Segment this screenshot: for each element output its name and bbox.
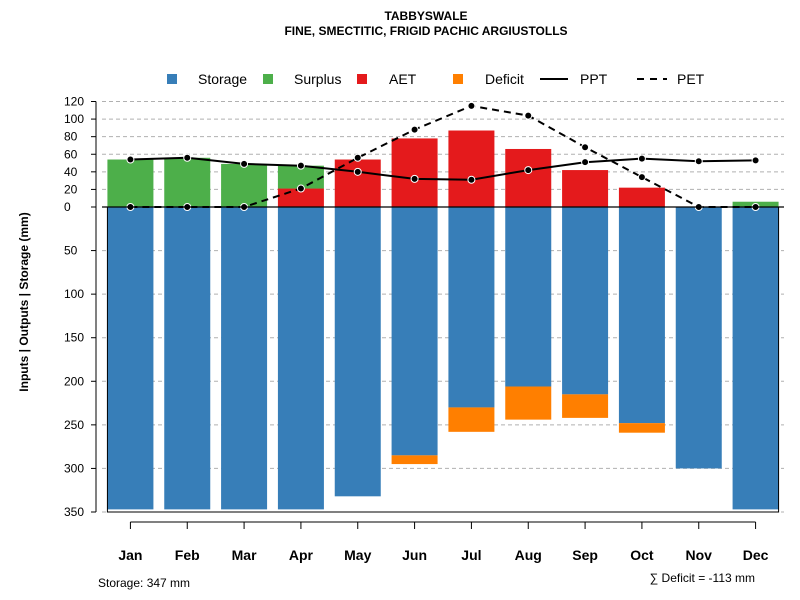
ppt-point — [581, 158, 590, 167]
deficit-bar — [562, 394, 609, 418]
ppt-point — [296, 161, 305, 170]
deficit-bar — [391, 455, 438, 465]
x-tick-label: May — [344, 547, 371, 563]
x-tick-label: Jun — [402, 547, 427, 563]
storage-bar — [277, 207, 324, 510]
ppt-point — [467, 175, 476, 184]
storage-bar — [448, 207, 495, 408]
deficit-bar — [618, 423, 665, 433]
x-tick-label: Jan — [118, 547, 142, 563]
ppt-point — [240, 159, 249, 168]
ppt-point — [126, 155, 135, 164]
x-tick-label: Oct — [630, 547, 654, 563]
y-tick-label: 80 — [64, 130, 78, 144]
aet-bar — [391, 138, 438, 207]
legend-label-surplus: Surplus — [294, 71, 341, 87]
legend-label-storage: Storage — [198, 71, 247, 87]
deficit-bar — [505, 386, 552, 420]
storage-bar — [505, 207, 552, 387]
legend-swatch-deficit — [453, 74, 463, 84]
surplus-bar — [221, 163, 268, 207]
y-tick-label: 250 — [64, 418, 84, 432]
x-tick-label: Apr — [289, 547, 314, 563]
storage-footnote: Storage: 347 mm — [98, 576, 190, 590]
ppt-line — [130, 156, 756, 181]
pet-point — [410, 125, 419, 134]
aet-bar — [505, 148, 552, 207]
pet-point — [467, 101, 476, 110]
x-tick-label: Aug — [515, 547, 542, 563]
surplus-bar — [164, 157, 211, 207]
ppt-point — [353, 167, 362, 176]
y-tick-label: 120 — [64, 95, 84, 109]
ppt-point — [183, 153, 192, 162]
aet-bar — [562, 170, 609, 207]
storage-bar — [562, 207, 609, 395]
legend-label-ppt: PPT — [580, 71, 608, 87]
storage-bar — [164, 207, 211, 510]
legend-label-pet: PET — [677, 71, 705, 87]
ppt-point — [524, 166, 533, 175]
pet-point — [524, 111, 533, 120]
surplus-bar — [107, 159, 154, 207]
chart-subtitle: FINE, SMECTITIC, FRIGID PACHIC ARGIUSTOL… — [284, 24, 567, 38]
y-tick-label: 60 — [64, 147, 78, 161]
ppt-point — [694, 157, 703, 166]
y-tick-label: 0 — [64, 200, 71, 214]
storage-bar — [221, 207, 268, 510]
storage-bar — [107, 207, 154, 510]
y-tick-label: 40 — [64, 165, 78, 179]
y-tick-label: 350 — [64, 505, 84, 519]
y-tick-label: 100 — [64, 287, 84, 301]
ppt-point — [751, 156, 760, 165]
storage-bar — [618, 207, 665, 424]
legend-swatch-surplus — [263, 74, 273, 84]
aet-bar — [334, 159, 381, 207]
x-tick-label: Sep — [572, 547, 598, 563]
y-axis-label: Inputs | Outputs | Storage (mm) — [17, 212, 31, 391]
storage-bar — [334, 207, 381, 497]
bars — [107, 130, 779, 510]
y-tick-label: 20 — [64, 182, 78, 196]
storage-bar — [391, 207, 438, 456]
ppt-point — [637, 154, 646, 163]
pet-point — [637, 173, 646, 182]
deficit-bar — [448, 407, 495, 432]
x-tick-label: Feb — [175, 547, 200, 563]
legend-label-aet: AET — [389, 71, 417, 87]
lines — [130, 104, 756, 208]
pet-point — [353, 153, 362, 162]
y-tick-label: 50 — [64, 244, 78, 258]
legend-label-deficit: Deficit — [485, 71, 524, 87]
chart-title: TABBYSWALE — [384, 9, 467, 23]
deficit-footnote: ∑ Deficit = -113 mm — [650, 571, 755, 585]
legend: Storage Surplus AET Deficit PPT PET — [167, 71, 705, 87]
storage-bar — [732, 207, 779, 510]
legend-swatch-storage — [167, 74, 177, 84]
x-tick-label: Dec — [743, 547, 769, 563]
y-tick-label: 200 — [64, 374, 84, 388]
y-tick-label: 300 — [64, 461, 84, 475]
pet-point — [296, 184, 305, 193]
storage-bar — [675, 207, 722, 469]
y-tick-label: 100 — [64, 112, 84, 126]
axes: 0 20 40 60 80 100 120 50 100 150 200 250 300 350 Jan Fe… — [64, 95, 784, 563]
aet-bar — [618, 187, 665, 207]
aet-bar — [448, 130, 495, 207]
x-tick-label: Nov — [686, 547, 713, 563]
pet-point — [581, 143, 590, 152]
x-tick-label: Mar — [232, 547, 257, 563]
legend-swatch-aet — [357, 74, 367, 84]
y-tick-label: 150 — [64, 331, 84, 345]
ppt-point — [410, 174, 419, 183]
x-tick-label: Jul — [461, 547, 481, 563]
